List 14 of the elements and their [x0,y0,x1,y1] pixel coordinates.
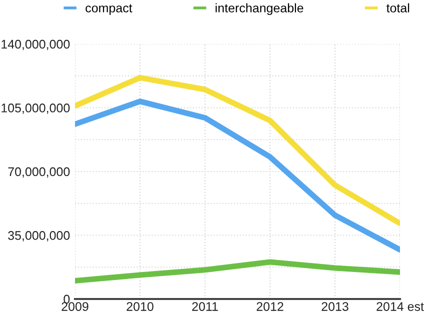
x-tick-label: 2014 est [376,302,424,311]
x-tick-label: 2010 [126,302,154,311]
legend-label: total [386,3,410,12]
y-tick-label: 140,000,000 [2,40,70,50]
y-tick-label: 0 [64,294,70,304]
x-tick-label: 2009 [62,302,88,311]
legend-label: interchangeable [216,3,304,15]
y-tick-label: 105,000,000 [2,104,70,114]
x-tick-label: 2013 [322,302,348,311]
x-tick-label: 2011 [192,302,218,311]
y-tick-label: 70,000,000 [8,167,70,178]
x-tick-label: 2012 [256,302,284,311]
y-tick-label: 35,000,000 [8,231,70,242]
legend-label: compact [86,4,132,15]
